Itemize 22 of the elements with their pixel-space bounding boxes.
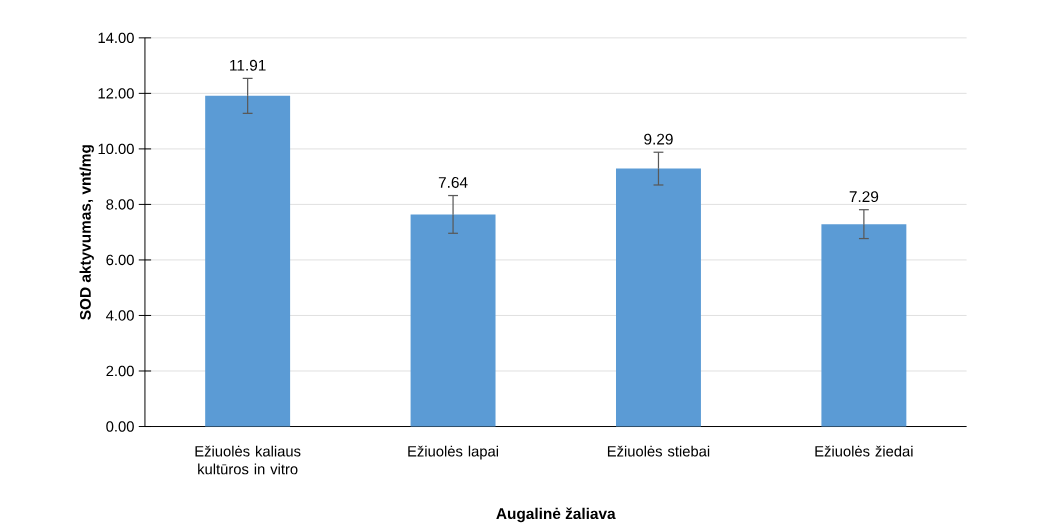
data-label: 9.29 xyxy=(644,133,673,145)
bar xyxy=(616,168,701,427)
bar xyxy=(205,95,291,427)
y-tick-label: 0.00 xyxy=(106,421,134,432)
y-tick-label: 6.00 xyxy=(106,254,134,266)
y-tick-label: 14.00 xyxy=(98,32,134,44)
data-label: 7.29 xyxy=(849,191,879,203)
data-label: 11.91 xyxy=(230,59,266,71)
x-axis-title: Augalinė žaliava xyxy=(496,507,616,523)
y-tick-label: 8.00 xyxy=(106,199,134,210)
y-tick-label: 2.00 xyxy=(106,365,134,377)
y-tick-label: 12.00 xyxy=(98,88,134,99)
y-tick-label: 4.00 xyxy=(106,310,134,321)
x-tick-label: Ežiuolės stiebai xyxy=(607,445,710,457)
x-tick-label: Ežiuolės žiedai xyxy=(815,445,913,457)
bar xyxy=(410,214,496,427)
data-label: 7.64 xyxy=(438,176,468,188)
y-tick-label: 10.00 xyxy=(98,143,134,155)
y-axis-title: SOD aktyvumas, vnt/mg xyxy=(79,145,94,320)
bar xyxy=(821,224,907,427)
x-tick-label: Ežiuolės lapai xyxy=(408,445,499,460)
x-tick-label: Ežiuolės kaliaus kultūros in vitro xyxy=(195,445,301,475)
